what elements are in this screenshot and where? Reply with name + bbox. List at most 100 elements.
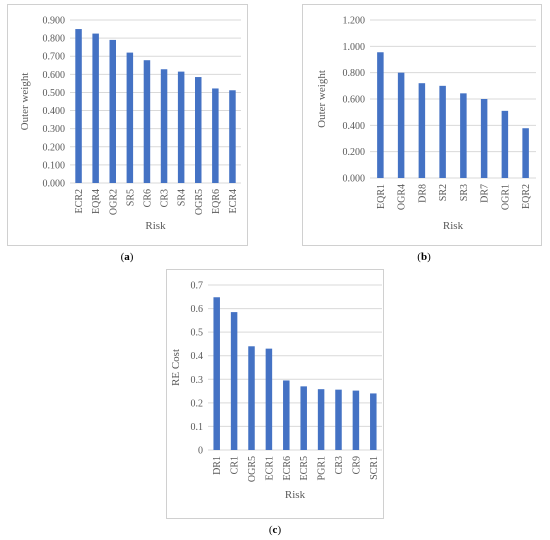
x-tick-label: CR6 <box>142 189 153 207</box>
x-tick-label: OGR4 <box>397 184 408 210</box>
y-tick-label: 0.600 <box>43 70 66 81</box>
caption-b: (b) <box>409 251 439 263</box>
y-tick-label: 0.4 <box>191 351 204 362</box>
caption-letter: b <box>420 251 428 263</box>
bar <box>195 77 202 183</box>
y-tick-label: 0.2 <box>191 398 204 409</box>
y-tick-label: 0.300 <box>43 124 66 135</box>
x-tick-label: CR3 <box>160 189 171 207</box>
x-tick-label: DR7 <box>480 184 491 203</box>
x-tick-label: DR1 <box>212 456 223 475</box>
y-tick-label: 0 <box>198 446 203 457</box>
x-axis-title: Risk <box>285 489 306 501</box>
caption-open: ( <box>120 251 125 263</box>
y-tick-label: 0.800 <box>43 34 66 45</box>
x-tick-label: DR8 <box>417 184 428 203</box>
bar <box>230 312 238 450</box>
y-tick-label: 0.100 <box>43 160 66 171</box>
y-tick-label: 0.7 <box>191 281 204 292</box>
bar <box>213 297 220 450</box>
y-tick-label: 0.200 <box>43 142 66 153</box>
bar-chart-c: 0 0.1 0.2 0.3 0.4 0.5 0.6 0.7 DR1 CR1 OGR5 ECR1 ECR6… <box>170 281 382 501</box>
x-tick-label: SR2 <box>438 184 449 201</box>
x-tick-label: SR3 <box>459 184 470 201</box>
x-tick-label: OGR5 <box>247 456 258 482</box>
bar <box>283 380 290 450</box>
x-tick-label: ECR4 <box>228 189 239 213</box>
bar <box>248 346 255 450</box>
y-tick-label: 0.500 <box>43 88 66 99</box>
x-tick-label: ECR2 <box>74 189 85 213</box>
x-tick-label: SR4 <box>177 189 188 206</box>
y-tick-label: 0.800 <box>343 68 366 79</box>
y-tick-label: 0.900 <box>43 16 66 27</box>
bar <box>480 99 488 178</box>
bar <box>265 348 273 450</box>
x-tick-label: EQR2 <box>521 184 532 209</box>
bar <box>229 90 236 183</box>
y-tick-label: 0.6 <box>191 304 204 315</box>
y-tick-label: 0.3 <box>191 375 204 386</box>
x-tick-label: SCR1 <box>369 456 380 480</box>
bar <box>335 389 342 450</box>
y-tick-label: 0.600 <box>343 95 366 106</box>
y-tick-label: 0.700 <box>43 52 66 63</box>
caption-letter: a <box>124 251 130 263</box>
caption-close: ) <box>129 251 134 263</box>
y-tick-label: 0.200 <box>343 147 366 158</box>
x-tick-label: ECR6 <box>282 456 293 480</box>
y-tick-label: 0.400 <box>43 106 66 117</box>
y-tick-label: 0.5 <box>191 328 204 339</box>
x-tick-label: CR9 <box>351 456 362 474</box>
caption-letter: c <box>272 524 278 536</box>
bar <box>75 29 82 183</box>
x-tick-label: OGR2 <box>108 189 119 215</box>
x-axis-title: Risk <box>145 220 166 232</box>
y-axis-title: Outer weight <box>19 73 31 131</box>
caption-close: ) <box>277 524 282 536</box>
bar <box>397 72 405 178</box>
bar-chart-b: 0.000 0.200 0.400 0.600 0.800 1.000 1.200 EQR1 O… <box>316 16 536 232</box>
bar <box>377 52 384 179</box>
caption-a: (a) <box>112 251 142 263</box>
y-tick-label: 0.000 <box>343 174 366 185</box>
bar <box>501 110 509 178</box>
bar <box>418 83 426 178</box>
y-tick-label: 0.000 <box>43 179 66 190</box>
chart-panel-b: 0.000 0.200 0.400 0.600 0.800 1.000 1.200 EQR1 O… <box>302 4 542 246</box>
bar <box>370 393 377 450</box>
caption-open: ( <box>417 251 421 263</box>
x-tick-label: CR1 <box>230 456 241 474</box>
y-tick-label: 0.1 <box>191 422 204 433</box>
bar <box>317 389 325 450</box>
x-tick-label: PGR1 <box>317 456 328 480</box>
chart-panel-c: 0 0.1 0.2 0.3 0.4 0.5 0.6 0.7 DR1 CR1 OGR5 ECR1 ECR6… <box>166 269 384 519</box>
x-tick-label: EQR4 <box>91 189 102 214</box>
bar <box>439 85 446 178</box>
bar-chart-a: 0.000 0.100 0.200 0.300 0.400 0.500 0.600 0.700… <box>19 16 241 232</box>
caption-c: (c) <box>260 524 290 536</box>
bar <box>160 69 168 183</box>
chart-panel-a: 0.000 0.100 0.200 0.300 0.400 0.500 0.600 0.700… <box>7 4 248 246</box>
caption-close: ) <box>427 251 431 263</box>
x-tick-label: ECR1 <box>264 456 275 480</box>
bar <box>143 60 151 183</box>
x-tick-label: SR5 <box>125 189 136 206</box>
y-tick-label: 1.000 <box>343 42 366 53</box>
y-tick-label: 1.200 <box>343 16 366 27</box>
x-axis-title: Risk <box>443 220 464 232</box>
x-tick-label: ECR5 <box>299 456 310 480</box>
bar <box>300 386 307 450</box>
caption-open: ( <box>268 524 273 536</box>
y-axis-title: RE Cost <box>170 349 182 386</box>
x-tick-label: OGR1 <box>500 184 511 210</box>
y-axis-title: Outer weight <box>316 70 328 128</box>
bar <box>460 93 467 178</box>
x-tick-label: OGR5 <box>194 189 205 215</box>
bar <box>352 390 360 450</box>
bar <box>92 33 99 183</box>
x-tick-label: EQR6 <box>211 189 222 214</box>
bar <box>212 88 219 183</box>
x-tick-label: CR3 <box>334 456 345 474</box>
bar <box>522 128 529 178</box>
